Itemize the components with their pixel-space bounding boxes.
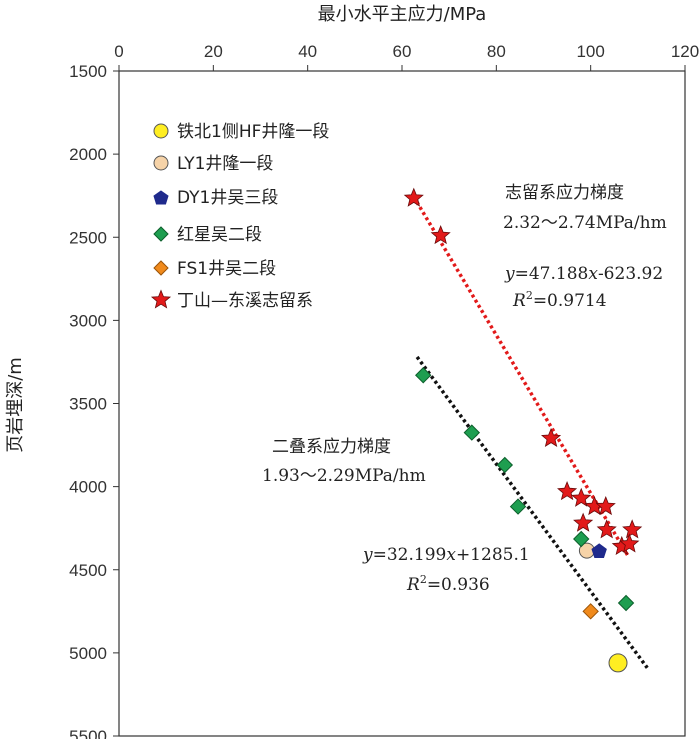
data-point-series-5: [595, 496, 616, 516]
legend-marker-fs1: [153, 260, 169, 276]
legend-marker-ly1: [153, 155, 169, 171]
x-tick-label: 20: [204, 42, 223, 61]
data-point-series-3: [415, 367, 432, 384]
x-axis-title: 最小水平主应力/MPa: [318, 4, 487, 25]
y-tick-label: 2500: [69, 228, 107, 247]
x-tick-label: 60: [393, 42, 412, 61]
x-tick-label: 40: [298, 42, 317, 61]
data-point-series-5: [571, 487, 592, 507]
legend-marker-dy1: [153, 190, 169, 205]
silurian-r2: R2=0.9714: [512, 289, 607, 311]
data-point-series-3: [496, 456, 514, 474]
legend-marker-hongxing: [153, 226, 169, 242]
x-tick-label: 80: [487, 42, 506, 61]
permian-eq-y: y: [362, 545, 373, 565]
data-point-series-5: [596, 519, 617, 539]
permian-gradient-range: 1.93～2.29MPa/hm: [262, 466, 426, 486]
data-point-series-5: [619, 533, 640, 553]
legend-star-shape: [150, 289, 172, 309]
silurian-gradient-range: 2.32～2.74MPa/hm: [503, 213, 667, 233]
data-point-series-5: [622, 519, 643, 539]
data-point-series-2: [591, 543, 607, 559]
legend: 铁北1侧HF井隆一段 LY1井隆一段 DY1井吴三段 红星吴二段 FS1井吴二段…: [150, 122, 329, 311]
y-tick-label: 3000: [69, 311, 107, 330]
silurian-eq-y: y: [504, 264, 515, 284]
data-point-series-5: [557, 481, 578, 501]
y-tick-label: 2000: [69, 145, 107, 164]
y-ticks: 1500 2000 2500 3000 3500 4000 4500 5000 5500: [69, 62, 119, 739]
silurian-eq-coef: =47.188: [515, 264, 589, 284]
legend-marker-tiebei: [153, 123, 169, 139]
permian-equation: y=32.199x+1285.1: [362, 545, 530, 565]
y-axis-title: 页岩埋深/m: [5, 357, 26, 453]
data-point-series-3: [509, 498, 527, 515]
legend-label-dingshan: 丁山—东溪志留系: [177, 291, 313, 311]
y-tick-label: 3500: [69, 395, 107, 414]
silurian-r2-r: R: [512, 291, 526, 311]
data-point-series-5: [403, 187, 424, 207]
x-tick-label: 100: [576, 42, 604, 61]
permian-eq-x: x: [446, 545, 456, 565]
silurian-r2-val: =0.9714: [533, 291, 607, 311]
permian-eq-intercept: +1285.1: [456, 545, 530, 565]
silurian-r2-sup: 2: [526, 289, 533, 302]
data-point-series-3: [617, 594, 635, 612]
y-tick-label: 5500: [69, 727, 107, 739]
legend-label-tiebei: 铁北1侧HF井隆一段: [177, 122, 329, 142]
data-point-series-3: [463, 424, 481, 441]
data-point-series-5: [540, 427, 562, 447]
permian-r2-r: R: [406, 575, 420, 595]
silurian-eq-intercept: -623.92: [598, 264, 663, 284]
data-point-series-4: [582, 603, 599, 620]
data-point-series-5: [573, 512, 594, 532]
silurian-gradient-title: 志留系应力梯度: [505, 183, 624, 203]
permian-eq-coef: =32.199: [373, 545, 447, 565]
legend-label-dy1: DY1井吴三段: [177, 188, 278, 208]
permian-gradient-title: 二叠系应力梯度: [272, 437, 391, 457]
permian-r2-val: =0.936: [427, 575, 490, 595]
legend-label-ly1: LY1井隆一段: [177, 154, 273, 174]
data-point-series-5: [430, 225, 451, 245]
x-ticks: 0 20 40 60 80 100 120: [114, 42, 699, 71]
legend-label-fs1: FS1井吴二段: [177, 259, 276, 279]
x-tick-label: 120: [671, 42, 699, 61]
silurian-eq-x: x: [588, 264, 598, 284]
y-tick-label: 5000: [69, 644, 107, 663]
trendlines: [412, 195, 649, 669]
data-point-series-0: [608, 653, 628, 673]
permian-r2: R2=0.936: [406, 573, 490, 595]
data-point-series-3: [573, 530, 590, 548]
legend-marker-dingshan: [150, 289, 172, 309]
permian-r2-sup: 2: [420, 573, 427, 586]
y-tick-label: 4000: [69, 478, 107, 497]
y-tick-label: 1500: [69, 62, 107, 81]
trendline: [412, 195, 630, 558]
x-tick-label: 0: [114, 42, 123, 61]
legend-label-hongxing: 红星吴二段: [177, 225, 262, 245]
silurian-equation: y=47.188x-623.92: [504, 264, 663, 284]
data-points: [403, 187, 643, 673]
y-tick-label: 4500: [69, 561, 107, 580]
trendline: [415, 355, 649, 669]
